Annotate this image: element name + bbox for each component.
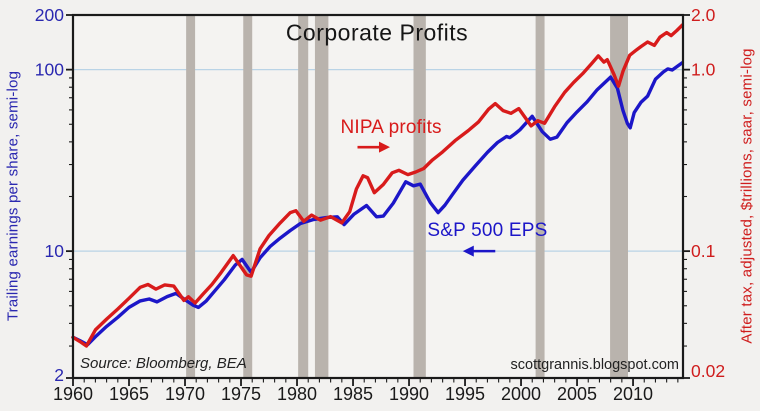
recession-band bbox=[298, 15, 309, 378]
x-tick-label: 2010 bbox=[613, 384, 653, 404]
recession-band bbox=[186, 15, 196, 378]
left-tick-label: 100 bbox=[35, 60, 64, 80]
x-tick-label: 1960 bbox=[53, 384, 93, 404]
recession-band bbox=[413, 15, 426, 378]
x-tick-label: 1965 bbox=[109, 384, 149, 404]
series-line-nipa-profits bbox=[71, 23, 684, 348]
x-tick-label: 1980 bbox=[277, 384, 317, 404]
right-tick-label: 0.1 bbox=[691, 241, 715, 261]
source-note: Source: Bloomberg, BEA bbox=[80, 355, 247, 372]
x-tick-label: 2005 bbox=[557, 384, 597, 404]
x-tick-label: 1970 bbox=[165, 384, 205, 404]
right-tick-label: 0.02 bbox=[691, 361, 725, 381]
left-tick-label: 2 bbox=[54, 365, 64, 385]
x-tick-label: 1975 bbox=[221, 384, 261, 404]
right-tick-label: 2.0 bbox=[691, 5, 716, 25]
chart-title: Corporate Profits bbox=[285, 19, 469, 46]
left-tick-label: 10 bbox=[45, 241, 65, 261]
right-tick-label: 1.0 bbox=[691, 60, 716, 80]
series-label-nipa-profits: NIPA profits bbox=[340, 116, 442, 138]
series-label-sp500-eps: S&P 500 EPS bbox=[427, 220, 548, 242]
recession-band bbox=[243, 15, 253, 378]
x-tick-label: 1990 bbox=[389, 384, 429, 404]
nipa-arrow-icon-head bbox=[378, 141, 390, 153]
left-axis-title: Trailing earnings per share, semi-log bbox=[4, 70, 22, 322]
x-tick-label: 2000 bbox=[501, 384, 541, 404]
x-tick-label: 1985 bbox=[333, 384, 373, 404]
recession-band bbox=[314, 15, 329, 378]
left-tick-label: 200 bbox=[35, 5, 64, 25]
sp500-arrow-icon-head bbox=[462, 245, 474, 257]
recession-band bbox=[535, 15, 545, 378]
right-axis-title: After tax, adjusted, $trillions, saar, s… bbox=[738, 48, 756, 344]
x-tick-label: 1995 bbox=[445, 384, 485, 404]
watermark: scottgrannis.blogspot.com bbox=[510, 357, 679, 373]
